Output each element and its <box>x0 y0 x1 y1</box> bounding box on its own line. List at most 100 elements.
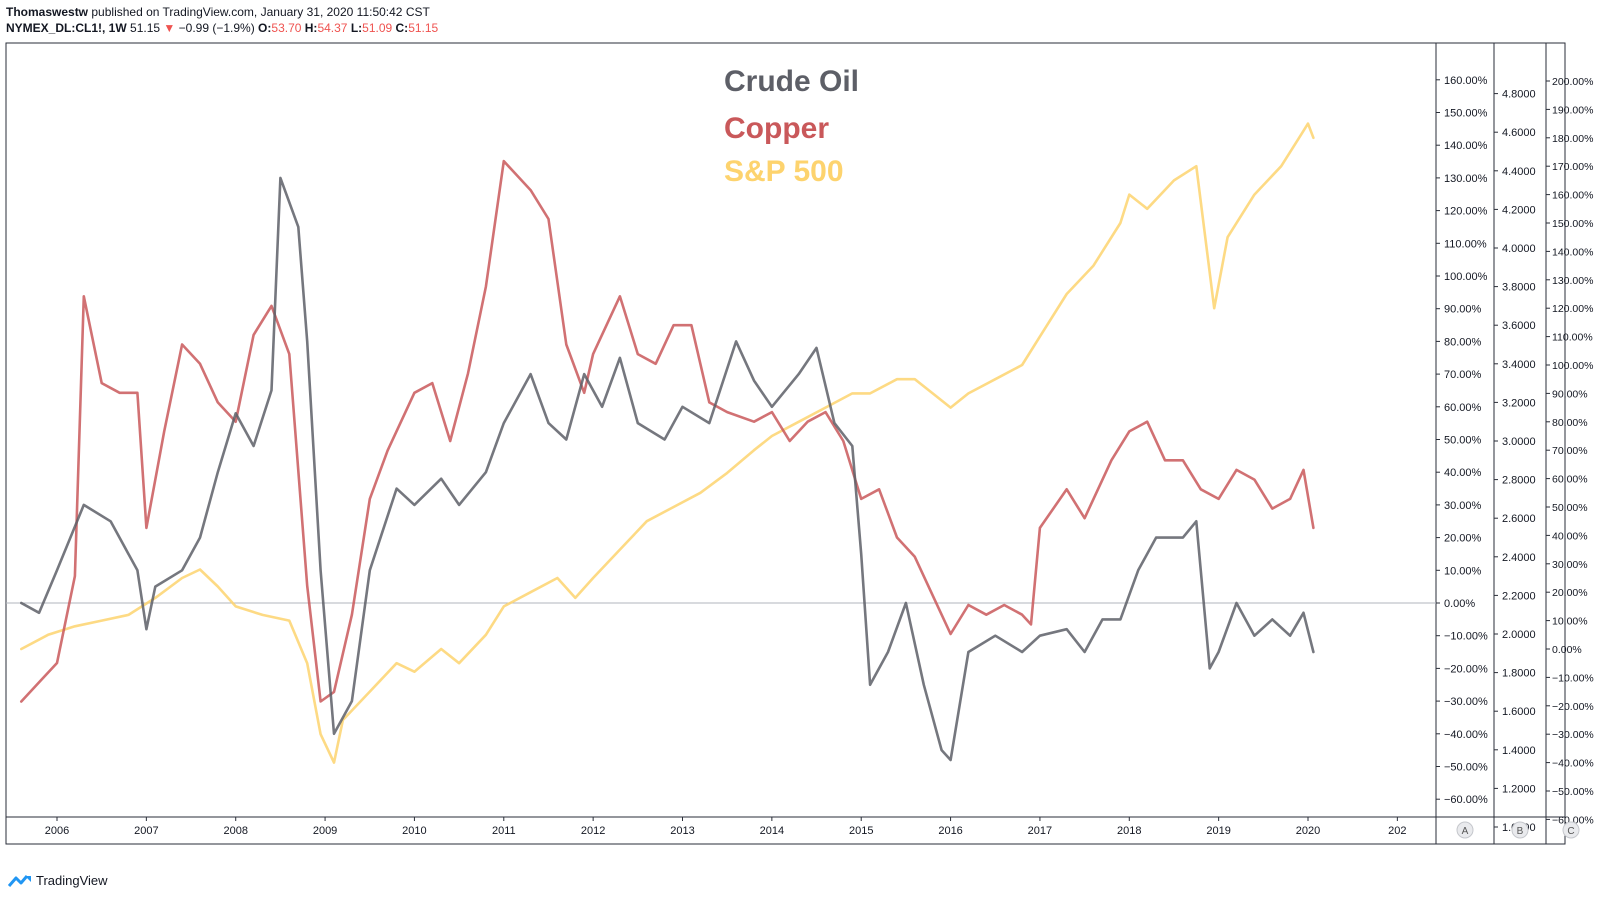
x-tick-label: 2013 <box>670 825 694 837</box>
axis-c-tick-label: −50.00% <box>1552 786 1594 798</box>
axis-b-tick-label: 3.0000 <box>1502 436 1536 448</box>
axis-b-tick-label: 3.2000 <box>1502 397 1536 409</box>
axis-c-tick-label: 90.00% <box>1552 388 1588 400</box>
axis-c-tick-label: 140.00% <box>1552 246 1593 258</box>
axis-c-tick-label: 200.00% <box>1552 76 1593 88</box>
axis-c-tick-label: 190.00% <box>1552 104 1593 116</box>
title-sp500: S&P 500 <box>724 155 844 188</box>
axis-a-tick-label: −60.00% <box>1444 794 1488 806</box>
axis-a-tick-label: 40.00% <box>1444 467 1482 479</box>
x-tick-label: 2019 <box>1206 825 1230 837</box>
series-line-copper <box>19 159 1315 703</box>
axis-scale-badge-label: B <box>1517 826 1524 837</box>
axis-c-tick-label: −60.00% <box>1552 814 1594 826</box>
axis-a-tick-label: 90.00% <box>1444 304 1482 316</box>
series-line-crude-oil <box>19 176 1315 762</box>
x-tick-label: 2010 <box>402 825 426 837</box>
last-price: 51.15 <box>130 21 161 35</box>
axis-scale-badge-a[interactable] <box>1456 821 1474 839</box>
axis-a-tick-label: −50.00% <box>1444 762 1488 774</box>
axis-c-tick-label: 120.00% <box>1552 303 1593 315</box>
x-tick-label: 2015 <box>849 825 873 837</box>
axis-a-tick-label: 70.00% <box>1444 369 1482 381</box>
x-tick-label: 2017 <box>1028 825 1052 837</box>
down-arrow-icon: ▼ <box>163 21 176 35</box>
title-copper: Copper <box>724 112 829 145</box>
axis-c-tick-label: 70.00% <box>1552 445 1588 457</box>
tradingview-footer[interactable]: TradingView <box>8 873 108 888</box>
axis-a-tick-label: 140.00% <box>1444 140 1488 152</box>
axis-c-tick-label: 0.00% <box>1552 644 1582 656</box>
low-value: 51.09 <box>362 21 393 35</box>
axis-a-tick-label: −20.00% <box>1444 663 1488 675</box>
axis-a-tick-label: −40.00% <box>1444 729 1488 741</box>
axis-scale-badge-label: A <box>1462 826 1469 837</box>
axis-c-tick-label: −10.00% <box>1552 672 1594 684</box>
publisher-line: Thomaswestw published on TradingView.com… <box>6 5 430 19</box>
x-tick-label: 2014 <box>760 825 784 837</box>
axis-b-tick-label: 2.8000 <box>1502 475 1536 487</box>
axis-c-tick-label: −30.00% <box>1552 729 1594 741</box>
axis-a-tick-label: 80.00% <box>1444 336 1482 348</box>
symbol-legend: NYMEX_DL:CL1!, 1W 51.15 ▼ −0.99 (−1.9%) … <box>6 21 438 35</box>
axes-layer: 2006 2007 2008 2009 2010 2011 2012 2013 2014 2015… <box>45 75 1594 839</box>
axis-c-tick-label: 170.00% <box>1552 161 1593 173</box>
x-tick-label: 2008 <box>223 825 247 837</box>
x-tick-label: 2012 <box>581 825 605 837</box>
axis-b-tick-label: 1.8000 <box>1502 668 1536 680</box>
axis-b-tick-label: 4.6000 <box>1502 127 1536 139</box>
axis-c-tick-label: 80.00% <box>1552 417 1588 429</box>
high-value: 54.37 <box>317 21 348 35</box>
publish-info: published on TradingView.com, January 31… <box>91 5 430 19</box>
axis-a-tick-label: 120.00% <box>1444 206 1488 218</box>
x-tick-label: 202 <box>1388 825 1406 837</box>
axis-c-tick-label: 160.00% <box>1552 190 1593 202</box>
axis-b-tick-label: 3.4000 <box>1502 359 1536 371</box>
axis-b-tick-label: 4.8000 <box>1502 89 1536 101</box>
axis-c-tick-label: −40.00% <box>1552 758 1594 770</box>
axis-c-tick-label: 180.00% <box>1552 133 1593 145</box>
x-tick-label: 2016 <box>938 825 962 837</box>
axis-a-tick-label: 60.00% <box>1444 402 1482 414</box>
x-tick-label: 2009 <box>313 825 337 837</box>
axis-b-tick-label: 1.2000 <box>1502 783 1536 795</box>
axis-c-tick-label: 10.00% <box>1552 616 1588 628</box>
axis-b-tick-label: 1.6000 <box>1502 706 1536 718</box>
price-change: −0.99 (−1.9%) <box>178 21 255 35</box>
axis-b-tick-label: 4.4000 <box>1502 166 1536 178</box>
axis-c-tick-label: 130.00% <box>1552 275 1593 287</box>
axis-a-tick-label: 0.00% <box>1444 598 1475 610</box>
axis-c-tick-label: 50.00% <box>1552 502 1588 514</box>
axis-a-tick-label: 110.00% <box>1444 238 1487 250</box>
axis-a-tick-label: 50.00% <box>1444 435 1482 447</box>
axis-c-tick-label: 30.00% <box>1552 559 1588 571</box>
x-tick-label: 2006 <box>45 825 69 837</box>
chart-title: Crude Oil Copper S&P 500 <box>724 65 859 188</box>
axis-a-tick-label: −30.00% <box>1444 696 1488 708</box>
axis-c-tick-label: 60.00% <box>1552 474 1588 486</box>
close-label: C: <box>395 21 409 35</box>
axis-scale-badge-c[interactable] <box>1562 821 1580 839</box>
footer-brand: TradingView <box>36 873 108 888</box>
x-tick-label: 2007 <box>134 825 158 837</box>
author-name[interactable]: Thomaswestw <box>6 5 89 19</box>
axis-b-tick-label: 2.2000 <box>1502 590 1536 602</box>
axis-c-tick-label: 100.00% <box>1552 360 1593 372</box>
series-line-s-p-500 <box>19 122 1315 764</box>
open-label: O: <box>258 21 272 35</box>
x-tick-label: 2011 <box>492 825 516 837</box>
axis-a-tick-label: −10.00% <box>1444 631 1488 643</box>
axis-a-tick-label: 130.00% <box>1444 173 1488 185</box>
axis-b-tick-label: 2.6000 <box>1502 513 1536 525</box>
axis-b-tick-label: 2.0000 <box>1502 629 1536 641</box>
title-crude-oil: Crude Oil <box>724 65 859 98</box>
axis-c-tick-label: 20.00% <box>1552 587 1588 599</box>
axis-b-tick-label: 4.2000 <box>1502 204 1536 216</box>
axis-scale-badge-b[interactable] <box>1511 821 1529 839</box>
axis-c-tick-label: 150.00% <box>1552 218 1593 230</box>
x-tick-label: 2018 <box>1117 825 1141 837</box>
axis-a-tick-label: 10.00% <box>1444 565 1482 577</box>
axis-c-tick-label: 110.00% <box>1552 332 1593 344</box>
symbol-label[interactable]: NYMEX_DL:CL1!, 1W <box>6 21 127 35</box>
